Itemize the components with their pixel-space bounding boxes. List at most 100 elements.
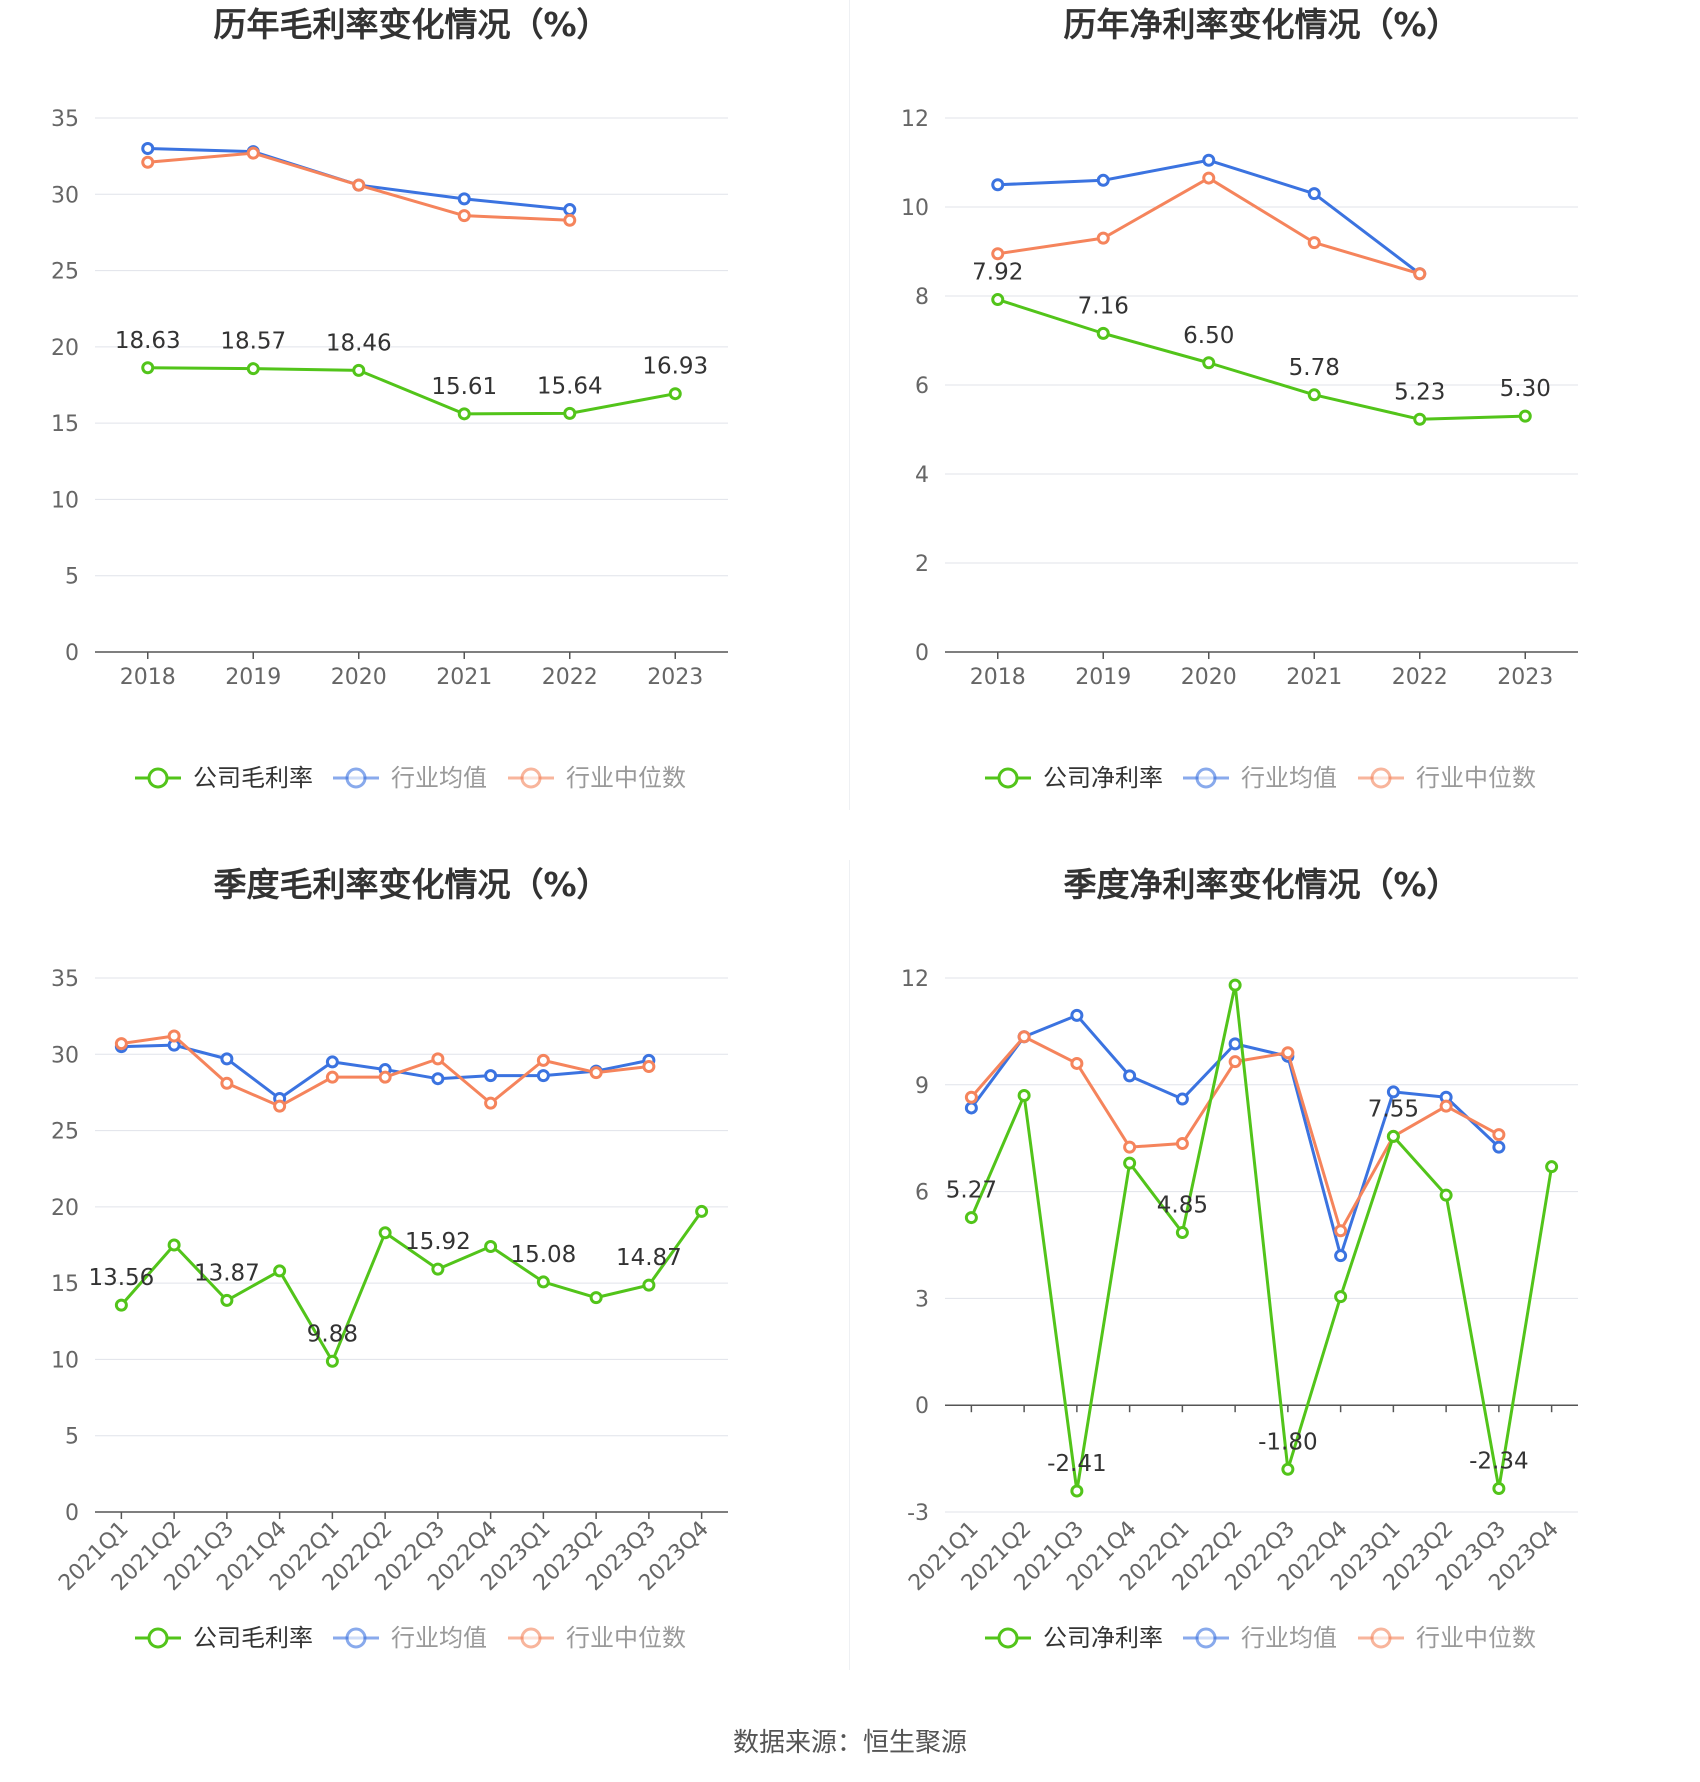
data-point — [1334, 1224, 1348, 1238]
chart-svg: 历年毛利率变化情况（%） 0 5 10 15 20 25 30 35 2018 2019 2020 20… — [51, 5, 728, 792]
legend-marker — [147, 767, 169, 789]
chart-title: 历年净利率变化情况（%） — [1063, 5, 1459, 44]
series-0 — [114, 1204, 709, 1368]
data-point — [431, 1052, 445, 1066]
data-point — [378, 1070, 392, 1084]
data-label: 13.87 — [194, 1260, 260, 1286]
series-0 — [991, 293, 1532, 426]
data-point — [1202, 171, 1216, 185]
quarterly-net-margin-chart: 季度净利率变化情况（%） -3 0 3 6 9 12 2021Q1 2021Q2 2021Q3 20… — [850, 860, 1700, 1720]
y-tick-label: 5 — [65, 565, 79, 590]
data-point — [1017, 1088, 1031, 1102]
data-point — [991, 178, 1005, 192]
legend-marker — [147, 1627, 169, 1649]
data-point — [563, 213, 577, 227]
x-tick-label: 2018 — [970, 665, 1026, 690]
data-point — [1202, 356, 1216, 370]
data-point — [1096, 231, 1110, 245]
legend-marker — [345, 767, 367, 789]
data-point — [536, 1069, 550, 1083]
data-source: 数据来源：恒生聚源 — [0, 1722, 1700, 1759]
y-tick-label: 10 — [51, 488, 79, 513]
data-point — [964, 1211, 978, 1225]
series-line — [147, 366, 676, 416]
legend-marker — [1370, 767, 1392, 789]
legend-item-2: 行业中位数 — [508, 1624, 686, 1652]
chart-svg: 历年净利率变化情况（%） 0 2 4 6 8 10 12 2018 2019 2020 2021 202… — [901, 5, 1578, 792]
legend-marker — [997, 1627, 1019, 1649]
x-tick-label: 2022 — [1392, 665, 1448, 690]
series-line — [120, 1210, 703, 1363]
x-tick-label: 2021 — [1286, 665, 1342, 690]
legend-marker — [345, 1627, 367, 1649]
y-tick-label: 12 — [901, 967, 929, 992]
y-tick-label: 6 — [915, 374, 929, 399]
data-point — [1518, 409, 1532, 423]
legend-item-0: 公司净利率 — [985, 764, 1163, 792]
y-tick-label: 0 — [65, 1501, 79, 1526]
data-point — [484, 1069, 498, 1083]
data-point — [964, 1101, 978, 1115]
data-point — [1439, 1099, 1453, 1113]
data-point — [1070, 1484, 1084, 1498]
legend-item-2: 行业中位数 — [508, 764, 686, 792]
data-point — [1545, 1160, 1559, 1174]
data-point — [378, 1226, 392, 1240]
series-line — [997, 298, 1526, 421]
annual-gross-margin-chart: 历年毛利率变化情况（%） 0 5 10 15 20 25 30 35 2018 2019 2020 20… — [0, 0, 850, 860]
data-point — [563, 406, 577, 420]
data-point — [563, 203, 577, 217]
data-point — [1228, 1037, 1242, 1051]
x-tick-label: 2023 — [647, 665, 703, 690]
data-point — [352, 363, 366, 377]
legend-item-1: 行业均值 — [333, 1624, 487, 1652]
data-point — [1413, 267, 1427, 281]
legend-item-0: 公司毛利率 — [135, 764, 313, 792]
data-point — [1281, 1462, 1295, 1476]
data-point — [220, 1076, 234, 1090]
legend-label: 行业中位数 — [566, 764, 686, 792]
chart-title: 季度毛利率变化情况（%） — [213, 865, 609, 904]
data-point — [1307, 187, 1321, 201]
data-label: 5.23 — [1394, 379, 1445, 405]
data-label: 15.08 — [510, 1242, 576, 1268]
y-tick-label: 10 — [51, 1348, 79, 1373]
data-point — [114, 1037, 128, 1051]
data-point — [1386, 1129, 1400, 1143]
y-tick-label: 20 — [51, 336, 79, 361]
legend-label: 行业中位数 — [1416, 1624, 1536, 1652]
data-point — [457, 192, 471, 206]
data-point — [273, 1099, 287, 1113]
data-point — [1096, 173, 1110, 187]
series-2 — [141, 146, 577, 227]
data-point — [484, 1096, 498, 1110]
data-point — [1413, 412, 1427, 426]
data-point — [1202, 153, 1216, 167]
data-point — [668, 387, 682, 401]
data-point — [1228, 1055, 1242, 1069]
series-0 — [141, 361, 682, 421]
data-point — [642, 1278, 656, 1292]
y-tick-label: 25 — [51, 260, 79, 285]
data-point — [536, 1053, 550, 1067]
data-label: 4.85 — [1157, 1193, 1208, 1219]
chart-title: 季度净利率变化情况（%） — [1063, 865, 1459, 904]
data-point — [325, 1354, 339, 1368]
data-point — [1307, 388, 1321, 402]
data-point — [1070, 1008, 1084, 1022]
data-point — [167, 1029, 181, 1043]
y-tick-label: 12 — [901, 107, 929, 132]
data-point — [991, 293, 1005, 307]
y-tick-label: 10 — [901, 196, 929, 221]
data-point — [642, 1059, 656, 1073]
data-label: -1.80 — [1258, 1429, 1318, 1455]
data-point — [1123, 1140, 1137, 1154]
legend-item-1: 行业均值 — [1183, 764, 1337, 792]
data-point — [246, 146, 260, 160]
y-tick-label: 4 — [915, 463, 929, 488]
data-point — [431, 1262, 445, 1276]
y-tick-label: 8 — [915, 285, 929, 310]
legend-marker — [1195, 1627, 1217, 1649]
data-point — [1228, 978, 1242, 992]
legend-item-2: 行业中位数 — [1358, 764, 1536, 792]
